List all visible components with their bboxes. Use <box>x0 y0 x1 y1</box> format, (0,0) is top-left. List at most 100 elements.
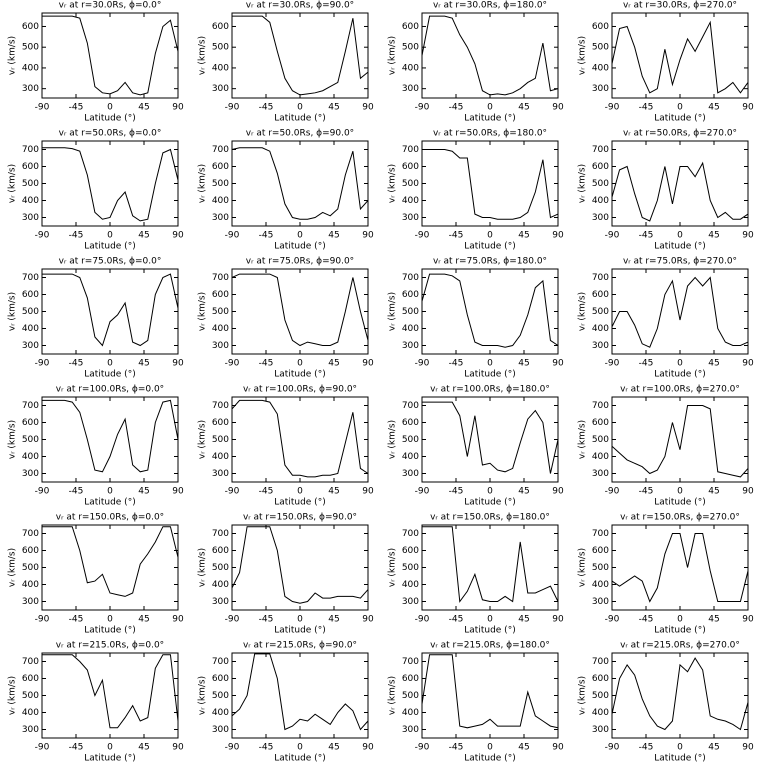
y-tick-label: 400 <box>592 324 609 334</box>
x-axis-label: Latitude (°) <box>274 626 325 636</box>
data-line <box>421 273 559 348</box>
y-tick-label: 600 <box>22 162 39 172</box>
x-tick-label: -90 <box>225 231 240 241</box>
y-tick-label: 300 <box>592 84 609 94</box>
x-tick-label: 45 <box>328 359 339 369</box>
y-tick-label: 300 <box>402 213 419 223</box>
y-axis-label: vᵣ (km/s) <box>198 292 208 331</box>
data-line <box>611 20 749 94</box>
y-tick-label: 300 <box>22 84 39 94</box>
x-tick-label: 90 <box>552 615 564 625</box>
x-tick-label: 45 <box>328 487 339 497</box>
panel-title: vᵣ at r=215.0Rs, ϕ=90.0° <box>243 641 357 651</box>
x-tick-label: -90 <box>605 615 620 625</box>
y-axis-label: vᵣ (km/s) <box>388 36 398 75</box>
y-tick-label: 600 <box>212 546 229 556</box>
x-tick-label: -90 <box>605 359 620 369</box>
x-axis-label: Latitude (°) <box>654 754 705 764</box>
y-axis-label: vᵣ (km/s) <box>8 164 18 203</box>
plot-frame <box>421 268 559 355</box>
x-tick-label: 45 <box>708 487 719 497</box>
x-tick-label: 90 <box>362 359 374 369</box>
x-tick-label: 0 <box>107 231 113 241</box>
panel-title: vᵣ at r=215.0Rs, ϕ=180.0° <box>430 641 550 651</box>
y-tick-label: 500 <box>402 563 419 573</box>
x-tick-label: 90 <box>552 103 564 113</box>
x-axis-label: Latitude (°) <box>84 498 135 508</box>
y-tick-label: 600 <box>592 162 609 172</box>
y-tick-label: 300 <box>402 341 419 351</box>
y-axis-label: vᵣ (km/s) <box>388 292 398 331</box>
y-tick-label: 500 <box>402 435 419 445</box>
panel-title: vᵣ at r=30.0Rs, ϕ=0.0° <box>59 1 162 11</box>
x-tick-label: -90 <box>225 487 240 497</box>
y-axis-label: vᵣ (km/s) <box>198 36 208 75</box>
x-tick-label: -90 <box>415 103 430 113</box>
plot-frame <box>41 268 179 355</box>
y-axis-label: vᵣ (km/s) <box>198 420 208 459</box>
y-tick-label: 700 <box>592 401 609 411</box>
x-tick-label: -90 <box>35 615 50 625</box>
panel-title: vᵣ at r=75.0Rs, ϕ=0.0° <box>59 257 162 267</box>
x-tick-label: 90 <box>362 487 374 497</box>
x-tick-label: 45 <box>138 615 149 625</box>
x-tick-label: 0 <box>107 103 113 113</box>
y-tick-label: 400 <box>22 63 39 73</box>
y-tick-label: 500 <box>402 43 419 53</box>
y-axis-label: vᵣ (km/s) <box>8 292 18 331</box>
x-tick-label: -45 <box>449 103 464 113</box>
x-tick-label: 90 <box>742 487 754 497</box>
x-axis-label: Latitude (°) <box>654 626 705 636</box>
x-axis-label: Latitude (°) <box>464 626 515 636</box>
y-tick-label: 700 <box>592 145 609 155</box>
plot-frame <box>611 12 749 99</box>
y-tick-label: 400 <box>212 196 229 206</box>
y-tick-label: 600 <box>402 674 419 684</box>
x-tick-label: 45 <box>138 359 149 369</box>
x-tick-label: 45 <box>708 359 719 369</box>
y-tick-label: 400 <box>402 324 419 334</box>
x-tick-label: -90 <box>35 359 50 369</box>
x-tick-label: 0 <box>297 231 303 241</box>
x-tick-label: -45 <box>259 743 274 753</box>
y-tick-label: 700 <box>22 401 39 411</box>
x-tick-label: 90 <box>552 743 564 753</box>
y-tick-label: 500 <box>22 43 39 53</box>
y-tick-label: 400 <box>22 196 39 206</box>
y-tick-label: 400 <box>402 708 419 718</box>
y-tick-label: 500 <box>22 563 39 573</box>
x-axis-label: Latitude (°) <box>654 370 705 380</box>
x-tick-label: 90 <box>742 231 754 241</box>
x-tick-label: -45 <box>259 359 274 369</box>
y-tick-label: 600 <box>22 22 39 32</box>
x-tick-label: -45 <box>259 231 274 241</box>
x-axis-label: Latitude (°) <box>84 242 135 252</box>
x-tick-label: 90 <box>362 743 374 753</box>
x-tick-label: 0 <box>107 743 113 753</box>
y-tick-label: 500 <box>22 179 39 189</box>
y-axis-label: vᵣ (km/s) <box>578 548 588 587</box>
y-tick-label: 400 <box>592 63 609 73</box>
y-tick-label: 500 <box>402 691 419 701</box>
y-tick-label: 300 <box>22 213 39 223</box>
y-tick-label: 500 <box>212 307 229 317</box>
x-tick-label: 90 <box>552 359 564 369</box>
y-tick-label: 300 <box>402 725 419 735</box>
y-tick-label: 400 <box>592 580 609 590</box>
data-line <box>42 526 179 597</box>
x-tick-label: 0 <box>297 487 303 497</box>
panel-title: vᵣ at r=30.0Rs, ϕ=270.0° <box>623 1 737 11</box>
y-tick-label: 300 <box>592 597 609 607</box>
x-tick-label: -90 <box>225 359 240 369</box>
x-tick-label: 45 <box>518 359 529 369</box>
x-tick-label: 0 <box>297 103 303 113</box>
y-tick-label: 500 <box>592 179 609 189</box>
data-line <box>42 273 179 347</box>
x-tick-label: 90 <box>362 103 374 113</box>
y-tick-label: 400 <box>402 580 419 590</box>
y-tick-label: 500 <box>212 691 229 701</box>
y-tick-label: 700 <box>22 529 39 539</box>
x-tick-label: 45 <box>328 103 339 113</box>
